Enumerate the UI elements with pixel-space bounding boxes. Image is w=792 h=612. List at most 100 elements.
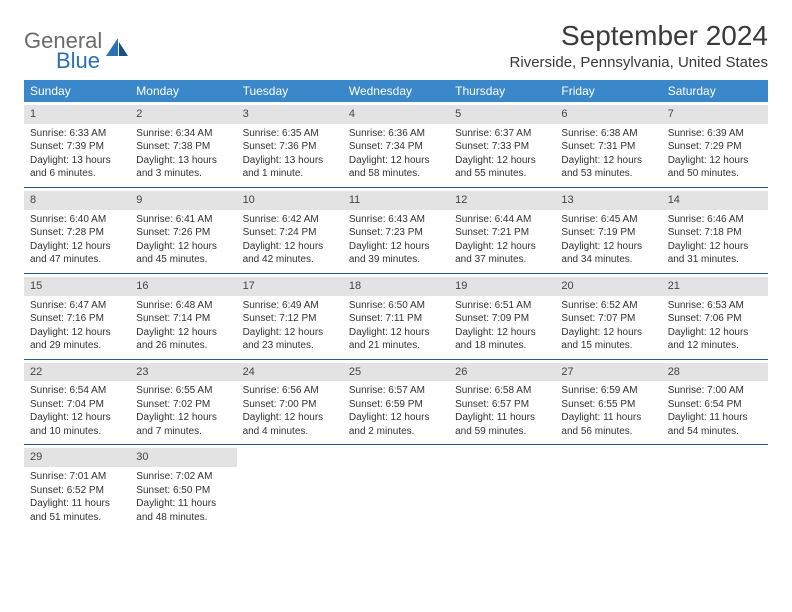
day-number: 9	[130, 191, 236, 210]
sunset-line: Sunset: 7:00 PM	[243, 398, 337, 412]
sunrise-line: Sunrise: 6:40 AM	[30, 213, 124, 227]
sunrise-line: Sunrise: 7:00 AM	[668, 384, 762, 398]
daylight-line: Daylight: 13 hours and 6 minutes.	[30, 154, 124, 181]
calendar-cell: 11Sunrise: 6:43 AMSunset: 7:23 PMDayligh…	[343, 187, 449, 273]
daylight-line: Daylight: 12 hours and 2 minutes.	[349, 411, 443, 438]
daylight-line: Daylight: 12 hours and 26 minutes.	[136, 326, 230, 353]
calendar-page: General Blue September 2024 Riverside, P…	[0, 0, 792, 550]
calendar-cell: 1Sunrise: 6:33 AMSunset: 7:39 PMDaylight…	[24, 102, 130, 187]
calendar-cell: 14Sunrise: 6:46 AMSunset: 7:18 PMDayligh…	[662, 187, 768, 273]
calendar-cell: 5Sunrise: 6:37 AMSunset: 7:33 PMDaylight…	[449, 102, 555, 187]
calendar-cell: 23Sunrise: 6:55 AMSunset: 7:02 PMDayligh…	[130, 359, 236, 445]
sunrise-line: Sunrise: 6:48 AM	[136, 299, 230, 313]
day-number: 10	[237, 191, 343, 210]
sunset-line: Sunset: 7:11 PM	[349, 312, 443, 326]
calendar-row: 8Sunrise: 6:40 AMSunset: 7:28 PMDaylight…	[24, 187, 768, 273]
calendar-cell: 29Sunrise: 7:01 AMSunset: 6:52 PMDayligh…	[24, 445, 130, 530]
calendar-cell	[449, 445, 555, 530]
daylight-line: Daylight: 12 hours and 15 minutes.	[561, 326, 655, 353]
day-number: 4	[343, 105, 449, 124]
sunrise-line: Sunrise: 7:02 AM	[136, 470, 230, 484]
calendar-cell: 10Sunrise: 6:42 AMSunset: 7:24 PMDayligh…	[237, 187, 343, 273]
sunset-line: Sunset: 7:12 PM	[243, 312, 337, 326]
daylight-line: Daylight: 12 hours and 31 minutes.	[668, 240, 762, 267]
day-number: 14	[662, 191, 768, 210]
daylight-line: Daylight: 12 hours and 12 minutes.	[668, 326, 762, 353]
sunset-line: Sunset: 7:02 PM	[136, 398, 230, 412]
weekday-header: Monday	[130, 80, 236, 102]
sunset-line: Sunset: 7:06 PM	[668, 312, 762, 326]
sunrise-line: Sunrise: 6:57 AM	[349, 384, 443, 398]
calendar-row: 22Sunrise: 6:54 AMSunset: 7:04 PMDayligh…	[24, 359, 768, 445]
sunrise-line: Sunrise: 6:55 AM	[136, 384, 230, 398]
daylight-line: Daylight: 13 hours and 3 minutes.	[136, 154, 230, 181]
sunset-line: Sunset: 7:09 PM	[455, 312, 549, 326]
day-number: 7	[662, 105, 768, 124]
daylight-line: Daylight: 12 hours and 50 minutes.	[668, 154, 762, 181]
sunrise-line: Sunrise: 6:44 AM	[455, 213, 549, 227]
day-number: 25	[343, 363, 449, 382]
weekday-header: Tuesday	[237, 80, 343, 102]
sunrise-line: Sunrise: 6:51 AM	[455, 299, 549, 313]
location: Riverside, Pennsylvania, United States	[510, 54, 768, 71]
daylight-line: Daylight: 12 hours and 34 minutes.	[561, 240, 655, 267]
sunset-line: Sunset: 7:23 PM	[349, 226, 443, 240]
logo-text-blue: Blue	[56, 48, 102, 74]
sunrise-line: Sunrise: 6:36 AM	[349, 127, 443, 141]
day-number: 27	[555, 363, 661, 382]
sunrise-line: Sunrise: 6:59 AM	[561, 384, 655, 398]
sunset-line: Sunset: 6:57 PM	[455, 398, 549, 412]
calendar-cell: 28Sunrise: 7:00 AMSunset: 6:54 PMDayligh…	[662, 359, 768, 445]
daylight-line: Daylight: 11 hours and 48 minutes.	[136, 497, 230, 524]
day-number: 24	[237, 363, 343, 382]
sunrise-line: Sunrise: 6:42 AM	[243, 213, 337, 227]
calendar-cell: 17Sunrise: 6:49 AMSunset: 7:12 PMDayligh…	[237, 273, 343, 359]
weekday-header: Thursday	[449, 80, 555, 102]
day-number: 13	[555, 191, 661, 210]
calendar-cell: 27Sunrise: 6:59 AMSunset: 6:55 PMDayligh…	[555, 359, 661, 445]
daylight-line: Daylight: 11 hours and 56 minutes.	[561, 411, 655, 438]
day-number: 30	[130, 448, 236, 467]
daylight-line: Daylight: 12 hours and 53 minutes.	[561, 154, 655, 181]
sunrise-line: Sunrise: 6:34 AM	[136, 127, 230, 141]
sunset-line: Sunset: 7:16 PM	[30, 312, 124, 326]
sunrise-line: Sunrise: 6:46 AM	[668, 213, 762, 227]
title-block: September 2024 Riverside, Pennsylvania, …	[510, 20, 768, 71]
day-number: 19	[449, 277, 555, 296]
day-number: 2	[130, 105, 236, 124]
calendar-cell: 12Sunrise: 6:44 AMSunset: 7:21 PMDayligh…	[449, 187, 555, 273]
sunrise-line: Sunrise: 6:56 AM	[243, 384, 337, 398]
weekday-header-row: Sunday Monday Tuesday Wednesday Thursday…	[24, 80, 768, 102]
calendar-cell: 30Sunrise: 7:02 AMSunset: 6:50 PMDayligh…	[130, 445, 236, 530]
logo-text-block: General Blue	[24, 28, 102, 74]
sunset-line: Sunset: 7:38 PM	[136, 140, 230, 154]
sunset-line: Sunset: 7:24 PM	[243, 226, 337, 240]
sunset-line: Sunset: 7:19 PM	[561, 226, 655, 240]
daylight-line: Daylight: 11 hours and 59 minutes.	[455, 411, 549, 438]
sunset-line: Sunset: 7:07 PM	[561, 312, 655, 326]
daylight-line: Daylight: 11 hours and 54 minutes.	[668, 411, 762, 438]
daylight-line: Daylight: 12 hours and 4 minutes.	[243, 411, 337, 438]
calendar-cell: 18Sunrise: 6:50 AMSunset: 7:11 PMDayligh…	[343, 273, 449, 359]
sunrise-line: Sunrise: 6:43 AM	[349, 213, 443, 227]
sunset-line: Sunset: 7:33 PM	[455, 140, 549, 154]
calendar-cell: 13Sunrise: 6:45 AMSunset: 7:19 PMDayligh…	[555, 187, 661, 273]
calendar-cell: 15Sunrise: 6:47 AMSunset: 7:16 PMDayligh…	[24, 273, 130, 359]
sunset-line: Sunset: 7:21 PM	[455, 226, 549, 240]
calendar-table: Sunday Monday Tuesday Wednesday Thursday…	[24, 80, 768, 530]
logo: General Blue	[24, 28, 130, 74]
sunset-line: Sunset: 7:04 PM	[30, 398, 124, 412]
sunrise-line: Sunrise: 6:58 AM	[455, 384, 549, 398]
daylight-line: Daylight: 12 hours and 21 minutes.	[349, 326, 443, 353]
month-title: September 2024	[510, 20, 768, 52]
calendar-cell: 19Sunrise: 6:51 AMSunset: 7:09 PMDayligh…	[449, 273, 555, 359]
day-number: 1	[24, 105, 130, 124]
day-number: 5	[449, 105, 555, 124]
calendar-cell: 22Sunrise: 6:54 AMSunset: 7:04 PMDayligh…	[24, 359, 130, 445]
weekday-header: Friday	[555, 80, 661, 102]
sunrise-line: Sunrise: 6:49 AM	[243, 299, 337, 313]
calendar-row: 1Sunrise: 6:33 AMSunset: 7:39 PMDaylight…	[24, 102, 768, 187]
day-number: 23	[130, 363, 236, 382]
sunrise-line: Sunrise: 7:01 AM	[30, 470, 124, 484]
day-number: 28	[662, 363, 768, 382]
